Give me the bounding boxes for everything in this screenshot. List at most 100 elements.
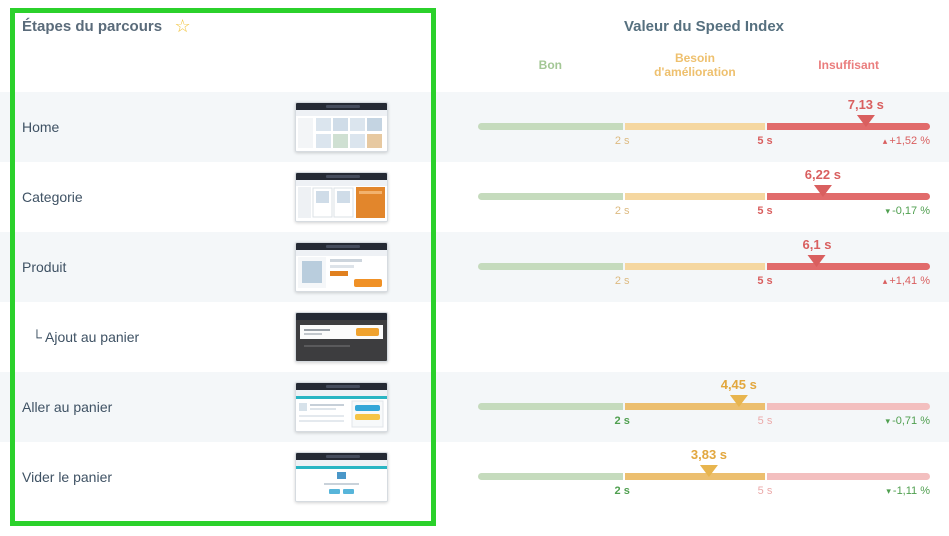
speed-cell: 4,45 s 2 s 5 s ▾ -0,71 %	[431, 372, 949, 442]
bar-segment-medium	[624, 263, 765, 270]
speed-bar	[478, 403, 930, 410]
table-row: Vider le panier 3,83 s	[0, 442, 949, 512]
trend-down-icon: ▾	[885, 416, 891, 426]
bar-segment-bad	[766, 123, 930, 130]
trend-change: ▴ +1,52 %	[883, 135, 930, 147]
speed-bar	[478, 123, 930, 130]
bar-segment-good	[478, 403, 623, 410]
table-row: Produit 6,1 s 2 s	[0, 232, 949, 302]
trend-change: ▾ -1,11 %	[886, 485, 930, 497]
table-row: └ Ajout au panier	[0, 302, 949, 372]
header-row: Étapes du parcours ☆ Valeur du Speed Ind…	[0, 0, 949, 92]
speed-value: 3,83 s	[690, 447, 728, 462]
speed-value: 6,22 s	[804, 167, 841, 182]
step-label: Vider le panier	[22, 469, 113, 485]
bar-segment-medium	[624, 123, 765, 130]
table-row: Categorie 6,22 s	[0, 162, 949, 232]
step-thumbnail-categorie[interactable]	[295, 172, 388, 222]
marker-triangle-icon	[807, 255, 826, 267]
threshold-5s: 5 s	[757, 275, 773, 287]
speed-bar-area: 6,22 s 2 s 5 s ▾ -0,17 %	[478, 162, 930, 232]
trend-change: ▾ -0,71 %	[886, 415, 930, 427]
speed-bar	[478, 473, 930, 480]
step-cell: Aller au panier	[0, 372, 431, 442]
bar-segment-bad	[766, 403, 930, 410]
bar-segment-good	[478, 263, 623, 270]
threshold-5s: 5 s	[757, 485, 773, 497]
star-icon[interactable]: ☆	[174, 16, 191, 36]
bar-segment-good	[478, 123, 623, 130]
table-row: Aller au panier 4,45 s	[0, 372, 949, 442]
marker-triangle-icon	[729, 395, 748, 407]
bar-segment-medium	[624, 193, 765, 200]
trend-down-icon: ▾	[885, 206, 891, 216]
speed-bar-area: 4,45 s 2 s 5 s ▾ -0,71 %	[478, 372, 930, 442]
speed-bar-area: 3,83 s 2 s 5 s ▾ -1,11 %	[478, 442, 930, 512]
value-marker: 4,45 s	[721, 377, 757, 407]
trend-up-icon: ▴	[882, 136, 888, 146]
threshold-2s: 2 s	[614, 205, 630, 217]
step-cell: Produit	[0, 232, 431, 302]
speed-bar	[478, 263, 930, 270]
legend-insufficient: Insuffisant	[818, 58, 879, 72]
bar-segment-bad	[766, 263, 930, 270]
value-marker: 7,13 s	[848, 97, 884, 127]
step-thumbnail-produit[interactable]	[295, 242, 388, 292]
bar-segment-bad	[766, 193, 930, 200]
threshold-5s: 5 s	[757, 205, 773, 217]
change-value: -0,17 %	[892, 205, 930, 217]
marker-triangle-icon	[813, 185, 832, 197]
threshold-2s: 2 s	[614, 415, 630, 427]
speed-cell: 6,1 s 2 s 5 s ▴ +1,41 %	[431, 232, 949, 302]
value-marker: 3,83 s	[691, 447, 727, 477]
marker-triangle-icon	[699, 465, 718, 477]
steps-title: Étapes du parcours	[22, 18, 163, 35]
steps-header: Étapes du parcours ☆	[0, 0, 431, 92]
speed-bar-area: 6,1 s 2 s 5 s ▴ +1,41 %	[478, 232, 930, 302]
speed-cell: 6,22 s 2 s 5 s ▾ -0,17 %	[431, 162, 949, 232]
step-cell: Home	[0, 92, 431, 162]
value-marker: 6,1 s	[802, 237, 832, 267]
step-label: └ Ajout au panier	[32, 329, 140, 345]
speed-bar	[478, 193, 930, 200]
speed-value: 4,45 s	[720, 377, 757, 392]
step-label: Aller au panier	[22, 399, 113, 415]
threshold-5s: 5 s	[757, 415, 773, 427]
speed-index-header: Valeur du Speed Index Bon Besoin d'améli…	[431, 0, 949, 92]
bar-segment-bad	[766, 473, 930, 480]
legend-good: Bon	[538, 58, 562, 72]
step-thumbnail-vider-panier[interactable]	[295, 452, 388, 502]
trend-down-icon: ▾	[886, 486, 891, 496]
speed-value: 7,13 s	[847, 97, 884, 112]
change-value: +1,52 %	[889, 135, 930, 147]
step-thumbnail-ajout-panier[interactable]	[295, 312, 388, 362]
trend-change: ▾ -0,17 %	[886, 205, 930, 217]
bar-segment-medium	[624, 473, 765, 480]
step-thumbnail-aller-panier[interactable]	[295, 382, 388, 432]
threshold-5s: 5 s	[757, 135, 773, 147]
speed-bar-area: 7,13 s 2 s 5 s ▴ +1,52 %	[478, 92, 930, 162]
change-value: -0,71 %	[892, 415, 930, 427]
change-value: +1,41 %	[889, 275, 930, 287]
speed-cell-empty	[431, 302, 949, 372]
value-marker: 6,22 s	[805, 167, 841, 197]
trend-change: ▴ +1,41 %	[883, 275, 930, 287]
legend: Bon Besoin d'amélioration Insuffisant	[478, 50, 930, 90]
speed-cell: 3,83 s 2 s 5 s ▾ -1,11 %	[431, 442, 949, 512]
trend-up-icon: ▴	[882, 276, 888, 286]
bar-segment-good	[478, 193, 623, 200]
speed-index-title: Valeur du Speed Index	[623, 18, 785, 35]
speed-value: 6,1 s	[802, 237, 832, 252]
step-cell: └ Ajout au panier	[0, 302, 431, 372]
threshold-2s: 2 s	[614, 485, 630, 497]
step-label: Categorie	[22, 189, 83, 205]
table-row: Home 7,13 s	[0, 92, 949, 162]
legend-needs-improvement: Besoin d'amélioration	[654, 51, 736, 79]
bar-segment-good	[478, 473, 623, 480]
step-cell: Categorie	[0, 162, 431, 232]
step-label: Produit	[22, 259, 67, 275]
step-thumbnail-home[interactable]	[295, 102, 388, 152]
step-label: Home	[22, 119, 60, 135]
threshold-2s: 2 s	[614, 275, 630, 287]
